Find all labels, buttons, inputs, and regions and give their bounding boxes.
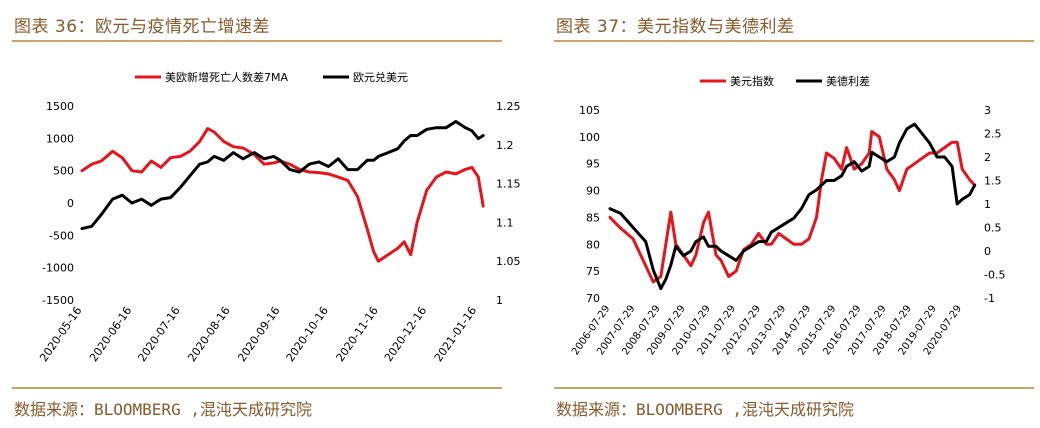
y-tick-left: 1500 [46,100,74,113]
x-tick: 2020-08-16 [185,304,232,364]
y-tick-left: 1000 [46,132,74,145]
y-tick-left: 80 [586,238,600,251]
title-rule [554,40,1034,42]
y-tick-right: 1 [984,198,991,211]
source-note: 数据来源：BLOOMBERG ,混沌天成研究院 [14,400,312,419]
series-line [80,127,485,263]
chart-svg: 10510095908580757032.521.510.50-0.5-1200… [570,74,1005,357]
y-tick-right: 2 [984,151,991,164]
y-tick-left: -1500 [42,294,74,307]
y-tick-left: 70 [586,292,600,305]
y-tick-left: 95 [586,158,600,171]
y-tick-right: 1.15 [496,178,520,191]
y-tick-left: 100 [579,131,600,144]
legend-label: 美元指数 [730,74,774,88]
y-tick-left: 105 [579,104,600,117]
y-tick-left: -1000 [42,262,74,275]
chart-svg: 1500 1000 500 0 -500 -1000 -1500 1.25 1.2 1.15 1.1… [37,70,520,364]
chart-area: 1500 1000 500 0 -500 -1000 -1500 1.25 1.2 1.15 1.1… [0,44,520,384]
source-note: 数据来源：BLOOMBERG ,混沌天成研究院 [556,400,854,419]
y-tick-left: 500 [53,165,74,178]
y-tick-right: 1.2 [496,139,514,152]
y-tick-right: -0.5 [984,269,1005,282]
y-tick-left: 0 [67,197,74,210]
y-tick-right: 1.25 [496,100,520,113]
y-tick-left: -500 [49,229,74,242]
x-tick: 2020-07-16 [135,304,182,364]
y-tick-right: 1.05 [496,255,520,268]
y-tick-left: 90 [586,185,600,198]
y-tick-right: 0.5 [984,222,1002,235]
series-line [80,120,485,231]
x-tick: 2020-09-16 [235,304,282,364]
x-tick: 2020-12-16 [382,304,429,364]
y-tick-right: 3 [984,104,991,117]
chart-title: 图表 37：美元指数与美德利差 [556,17,795,37]
y-tick-right: 1 [496,294,503,307]
y-tick-right: 2.5 [984,128,1002,141]
legend-label: 美欧新增死亡人数差7MA [165,70,288,84]
x-tick: 2020-11-16 [334,304,381,364]
x-tick: 2020-10-16 [284,304,331,364]
chart-area: 105 100 95 90 85 80 75 70 3 2.5 2 1.5 1 0.5 0 -0.5 -1 200… [520,44,1040,384]
y-tick-right: 1.1 [496,216,514,229]
source-rule [12,387,502,389]
legend-label: 美德利差 [826,74,870,88]
title-rule [12,40,502,42]
x-tick: 2021-01-16 [432,304,479,364]
legend-label: 欧元兑美元 [353,70,408,84]
chart-title: 图表 36：欧元与疫情死亡增速差 [14,17,271,37]
y-tick-right: 1.5 [984,175,1002,188]
y-tick-left: 85 [586,211,600,224]
x-tick: 2020-06-16 [87,304,134,364]
y-tick-right: 0 [984,245,991,258]
series-line [608,130,977,284]
y-tick-right: -1 [984,292,995,305]
source-rule [554,387,1034,389]
y-tick-left: 75 [586,265,600,278]
chart-panel-right: 图表 37：美元指数与美德利差 105 100 95 90 85 80 75 70 3 2.5 2 1… [520,0,1040,428]
chart-panel-left: 图表 36：欧元与疫情死亡增速差 1500 1000 500 0 -500 -1000 -1… [0,17,521,419]
series-line [608,122,977,291]
x-tick: 2020-05-16 [37,304,84,364]
